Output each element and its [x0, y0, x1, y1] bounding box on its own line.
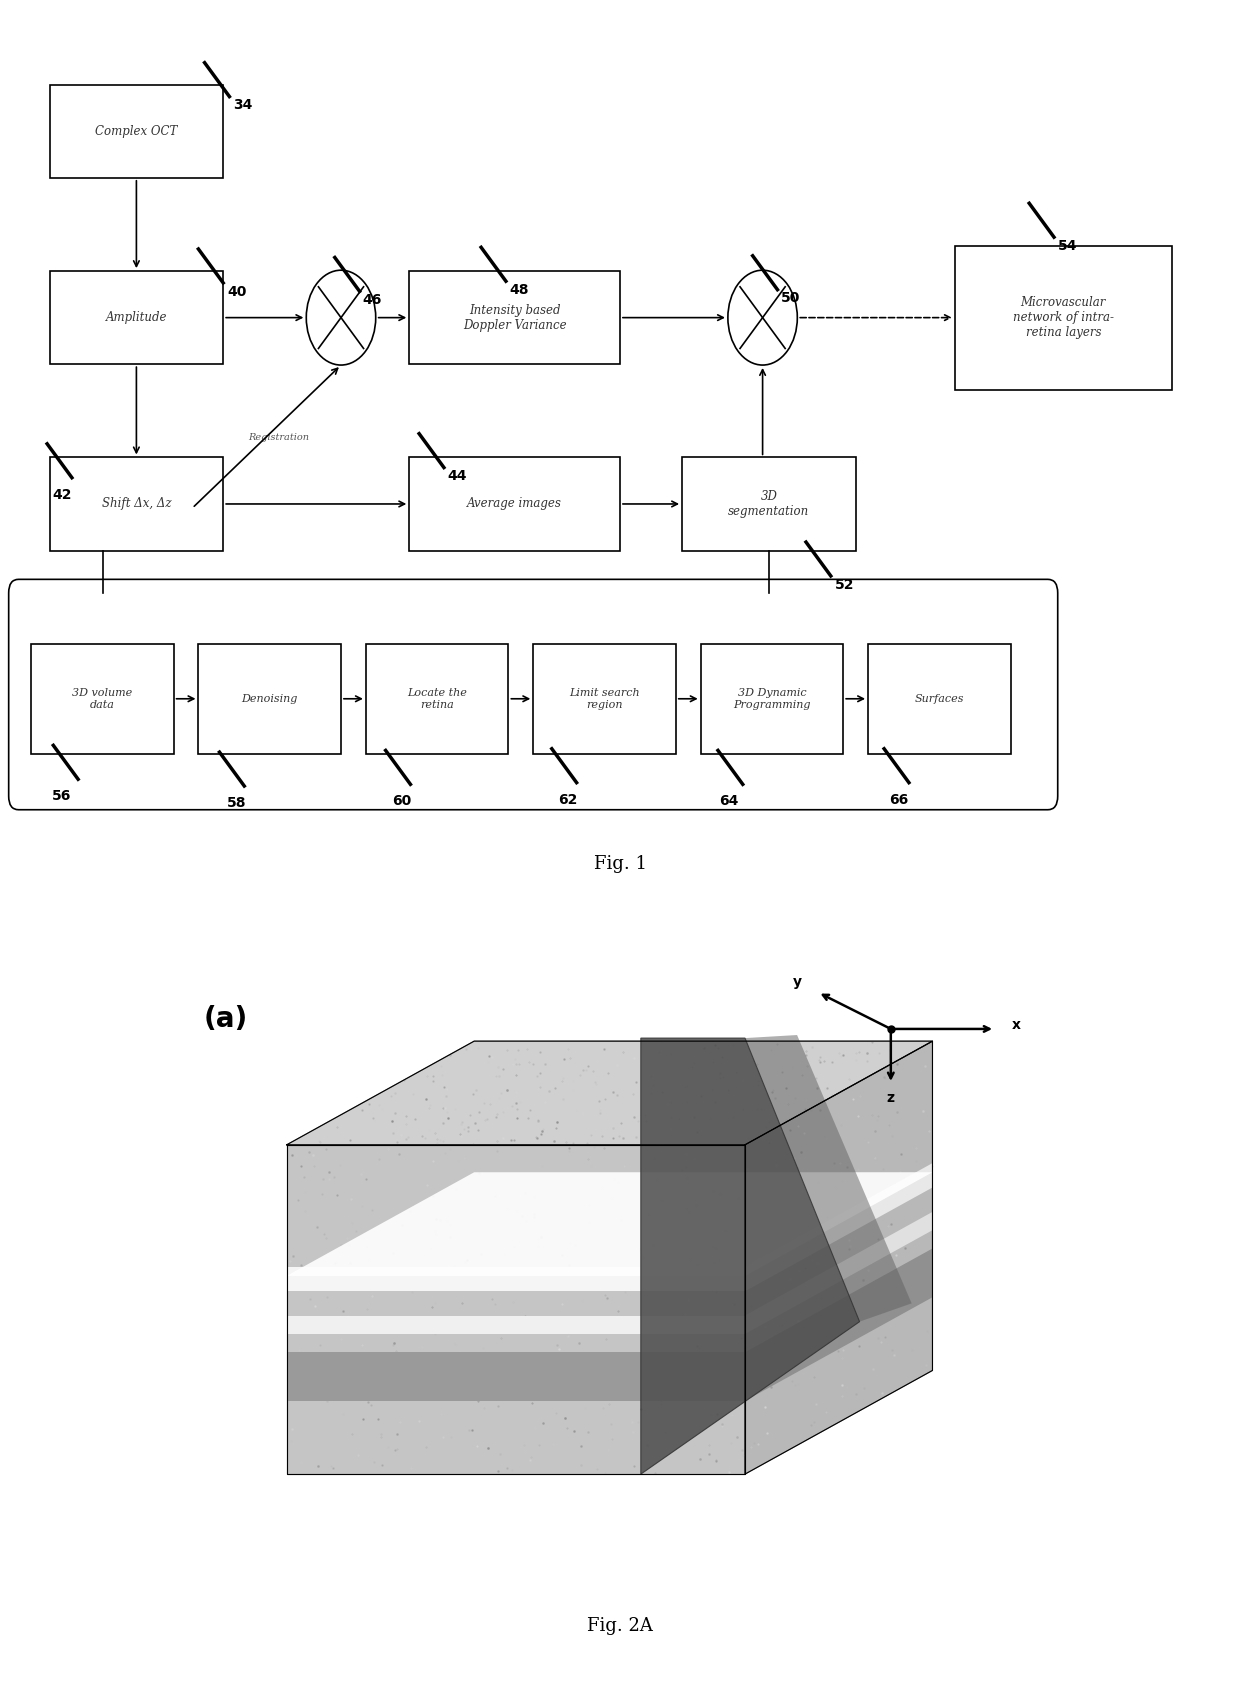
- Text: Surfaces: Surfaces: [915, 695, 963, 703]
- Text: 46: 46: [362, 293, 382, 307]
- FancyBboxPatch shape: [701, 644, 843, 754]
- Text: 56: 56: [52, 789, 72, 803]
- Polygon shape: [745, 1035, 911, 1321]
- Text: Fig. 1: Fig. 1: [594, 855, 646, 872]
- Text: Limit search
region: Limit search region: [569, 688, 640, 710]
- FancyBboxPatch shape: [50, 457, 223, 551]
- Polygon shape: [286, 1145, 745, 1474]
- FancyBboxPatch shape: [533, 644, 676, 754]
- Text: 52: 52: [835, 578, 854, 591]
- FancyBboxPatch shape: [50, 85, 223, 178]
- Text: 3D Dynamic
Programming: 3D Dynamic Programming: [733, 688, 811, 710]
- Text: 40: 40: [227, 285, 247, 298]
- Text: (a): (a): [203, 1005, 248, 1033]
- FancyBboxPatch shape: [9, 579, 1058, 810]
- Text: 3D
segmentation: 3D segmentation: [728, 490, 810, 518]
- Text: 34: 34: [233, 98, 253, 112]
- Polygon shape: [286, 1172, 932, 1276]
- Text: 58: 58: [227, 796, 247, 810]
- Polygon shape: [745, 1164, 932, 1291]
- FancyBboxPatch shape: [868, 644, 1011, 754]
- Polygon shape: [286, 1267, 745, 1291]
- Polygon shape: [286, 1352, 745, 1401]
- FancyBboxPatch shape: [31, 644, 174, 754]
- Text: 42: 42: [52, 488, 72, 501]
- Polygon shape: [745, 1042, 932, 1474]
- Text: 62: 62: [558, 793, 578, 806]
- FancyBboxPatch shape: [955, 246, 1172, 390]
- Text: 54: 54: [1058, 239, 1078, 252]
- Polygon shape: [286, 1316, 745, 1333]
- FancyBboxPatch shape: [409, 271, 620, 364]
- Text: 3D volume
data: 3D volume data: [72, 688, 133, 710]
- FancyBboxPatch shape: [50, 271, 223, 364]
- Text: 66: 66: [889, 793, 909, 806]
- Text: 50: 50: [781, 291, 801, 305]
- Text: x: x: [1012, 1018, 1021, 1032]
- FancyBboxPatch shape: [366, 644, 508, 754]
- FancyBboxPatch shape: [409, 457, 620, 551]
- Polygon shape: [745, 1248, 932, 1401]
- Text: 44: 44: [448, 469, 467, 483]
- Polygon shape: [641, 1038, 859, 1474]
- FancyBboxPatch shape: [198, 644, 341, 754]
- Text: Complex OCT: Complex OCT: [95, 125, 177, 137]
- Text: 64: 64: [719, 794, 739, 808]
- Text: Registration: Registration: [248, 434, 309, 442]
- Text: Microvascular
network of intra-
retina layers: Microvascular network of intra- retina l…: [1013, 296, 1114, 339]
- Text: Average images: Average images: [467, 498, 562, 510]
- FancyBboxPatch shape: [682, 457, 856, 551]
- Circle shape: [728, 269, 797, 364]
- Text: Locate the
retina: Locate the retina: [407, 688, 467, 710]
- Circle shape: [306, 269, 376, 364]
- Text: y: y: [792, 976, 801, 989]
- Text: 48: 48: [510, 283, 529, 296]
- Text: Denoising: Denoising: [242, 695, 298, 703]
- Text: Amplitude: Amplitude: [105, 312, 167, 324]
- Polygon shape: [286, 1042, 932, 1145]
- Text: Shift Δx, Δz: Shift Δx, Δz: [102, 498, 171, 510]
- Text: Intensity based
Doppler Variance: Intensity based Doppler Variance: [463, 303, 567, 332]
- Text: z: z: [887, 1091, 895, 1104]
- Text: 60: 60: [392, 794, 412, 808]
- Text: Fig. 2A: Fig. 2A: [587, 1616, 653, 1635]
- Polygon shape: [745, 1211, 932, 1333]
